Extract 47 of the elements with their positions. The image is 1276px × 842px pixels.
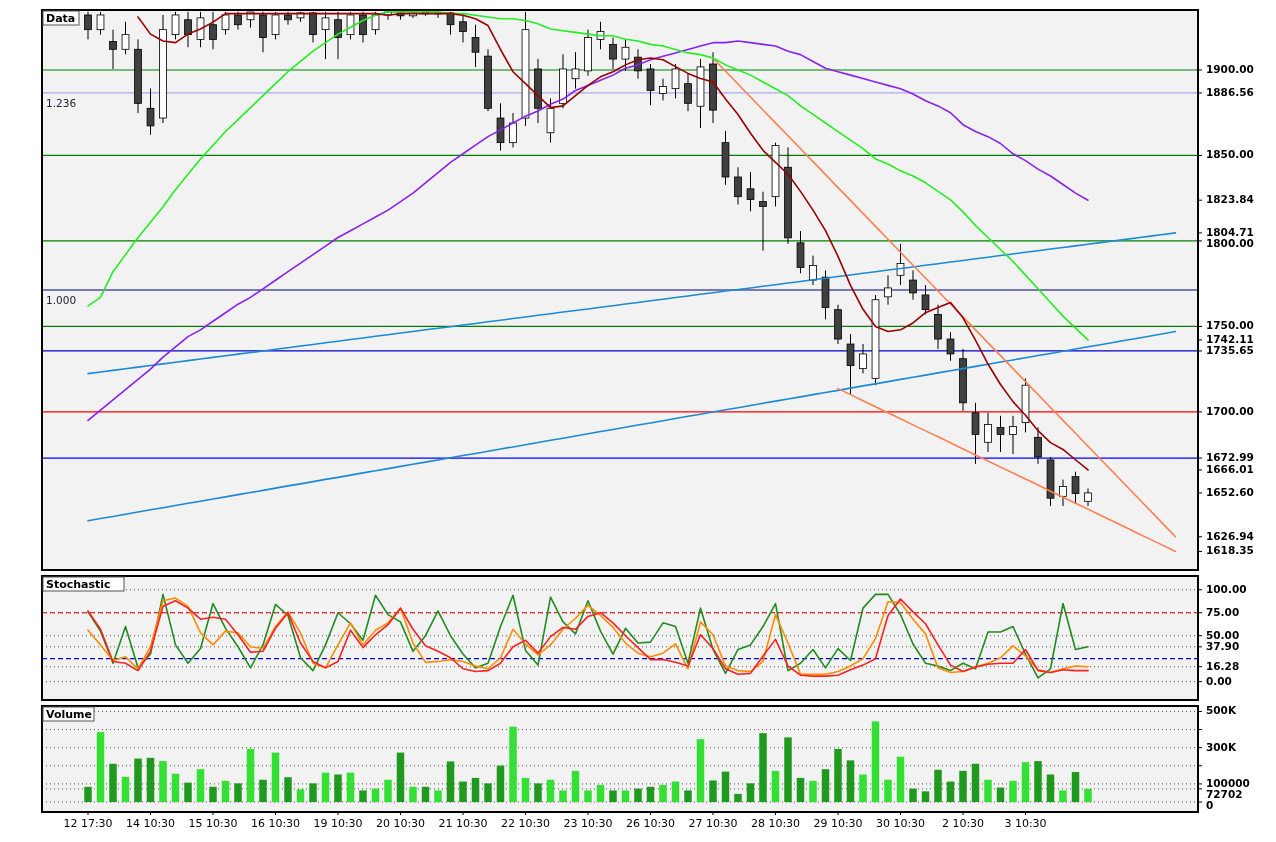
y-tick-label: 1618.35 bbox=[1206, 544, 1254, 557]
y-tick-label: 1850.00 bbox=[1206, 148, 1254, 161]
chart-title: Stochastic bbox=[46, 578, 111, 591]
x-tick-label: 27 10:30 bbox=[688, 817, 738, 830]
y-tick-label: 500K bbox=[1206, 704, 1237, 717]
chart-title: Data bbox=[46, 12, 76, 25]
y-tick-label: 100000 bbox=[1206, 776, 1250, 789]
annotation: 1.000 bbox=[46, 294, 77, 306]
y-tick-label: 1804.71 bbox=[1206, 225, 1254, 238]
y-tick-label: 0.00 bbox=[1206, 674, 1232, 687]
y-tick-label: 100.00 bbox=[1206, 582, 1247, 595]
y-tick-label: 1652.60 bbox=[1206, 485, 1254, 498]
y-tick-label: 1666.01 bbox=[1206, 462, 1254, 475]
x-tick-label: 16 10:30 bbox=[250, 817, 301, 830]
y-tick-label: 0 bbox=[1206, 798, 1214, 811]
y-tick-label: 1886.56 bbox=[1206, 85, 1254, 98]
y-tick-label: 50.00 bbox=[1206, 628, 1240, 641]
x-tick-label: 29 10:30 bbox=[813, 817, 863, 830]
x-tick-label: 3 10:30 bbox=[1004, 817, 1047, 830]
y-tick-label: 72702 bbox=[1206, 787, 1243, 800]
x-tick-label: 23 10:30 bbox=[563, 817, 613, 830]
y-tick-label: 75.00 bbox=[1206, 605, 1240, 618]
y-tick-label: 300K bbox=[1206, 740, 1237, 753]
x-tick-label: 20 10:30 bbox=[375, 817, 426, 830]
x-tick-label: 21 10:30 bbox=[438, 817, 488, 830]
y-tick-label: 1800.00 bbox=[1206, 236, 1254, 249]
y-tick-label: 1700.00 bbox=[1206, 404, 1254, 417]
x-tick-label: 22 10:30 bbox=[500, 817, 551, 830]
y-tick-label: 1626.94 bbox=[1206, 529, 1254, 542]
x-tick-label: 30 10:30 bbox=[875, 817, 926, 830]
y-tick-label: 1735.65 bbox=[1206, 343, 1254, 356]
y-tick-label: 1900.00 bbox=[1206, 63, 1254, 75]
x-tick-label: 14 10:30 bbox=[125, 817, 176, 830]
y-tick-label: 1742.11 bbox=[1206, 332, 1254, 345]
x-tick-label: 12 17:30 bbox=[63, 817, 113, 830]
y-tick-label: 16.28 bbox=[1206, 659, 1240, 672]
chart-title: Volume bbox=[46, 708, 92, 721]
y-tick-label: 1823.84 bbox=[1206, 193, 1254, 206]
x-tick-label: 15 10:30 bbox=[188, 817, 238, 830]
x-tick-label: 19 10:30 bbox=[313, 817, 363, 830]
y-tick-label: 1672.99 bbox=[1206, 451, 1254, 464]
y-tick-label: 1750.00 bbox=[1206, 319, 1254, 332]
x-tick-label: 26 10:30 bbox=[625, 817, 676, 830]
x-tick-label: 2 10:30 bbox=[941, 817, 985, 830]
y-tick-label: 37.90 bbox=[1206, 639, 1240, 652]
annotation: 1.236 bbox=[46, 96, 77, 109]
x-tick-label: 28 10:30 bbox=[750, 817, 801, 830]
